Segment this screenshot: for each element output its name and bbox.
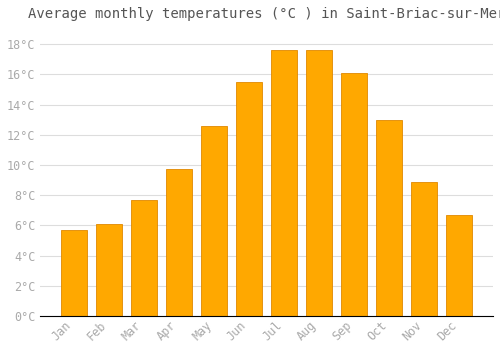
Bar (166, 169, 192, 316)
Bar (341, 73, 367, 316)
Bar (96, 224, 122, 316)
Bar (236, 82, 262, 316)
Bar (271, 50, 297, 316)
Title: Average monthly temperatures (°C ) in Saint-Briac-sur-Mer: Average monthly temperatures (°C ) in Sa… (28, 7, 500, 21)
Bar (201, 126, 228, 316)
Bar (306, 50, 332, 316)
Bar (376, 120, 402, 316)
Bar (61, 230, 87, 316)
Bar (446, 215, 472, 316)
Bar (411, 182, 438, 316)
Bar (131, 200, 157, 316)
